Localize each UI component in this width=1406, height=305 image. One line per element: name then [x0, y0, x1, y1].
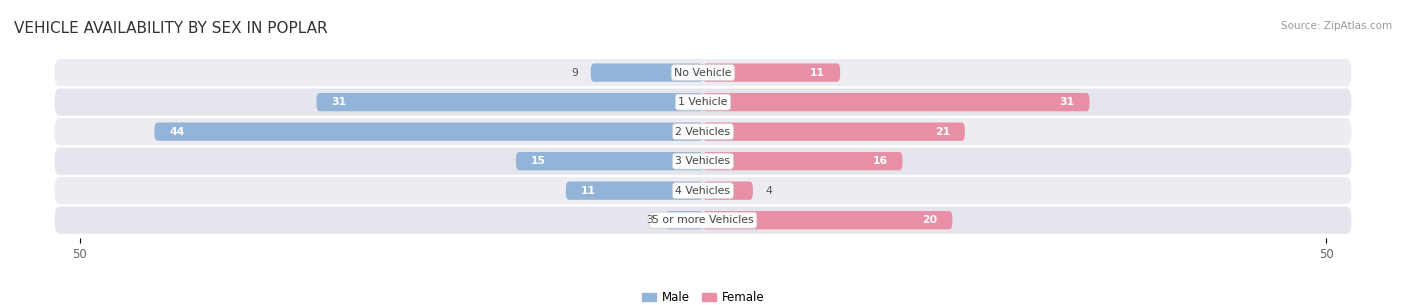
- FancyBboxPatch shape: [55, 59, 1351, 86]
- Text: No Vehicle: No Vehicle: [675, 68, 731, 77]
- Text: 31: 31: [332, 97, 346, 107]
- Text: 11: 11: [581, 186, 596, 196]
- FancyBboxPatch shape: [703, 123, 965, 141]
- FancyBboxPatch shape: [565, 181, 703, 200]
- Text: Source: ZipAtlas.com: Source: ZipAtlas.com: [1281, 21, 1392, 31]
- Text: 3: 3: [647, 215, 654, 225]
- FancyBboxPatch shape: [55, 206, 1351, 234]
- FancyBboxPatch shape: [55, 177, 1351, 204]
- Text: 9: 9: [571, 68, 578, 77]
- Text: 4: 4: [765, 186, 772, 196]
- Text: 31: 31: [1060, 97, 1074, 107]
- FancyBboxPatch shape: [316, 93, 703, 111]
- Text: VEHICLE AVAILABILITY BY SEX IN POPLAR: VEHICLE AVAILABILITY BY SEX IN POPLAR: [14, 21, 328, 36]
- Text: 21: 21: [935, 127, 950, 137]
- Text: 1 Vehicle: 1 Vehicle: [678, 97, 728, 107]
- FancyBboxPatch shape: [155, 123, 703, 141]
- Text: 4 Vehicles: 4 Vehicles: [675, 186, 731, 196]
- FancyBboxPatch shape: [55, 118, 1351, 145]
- FancyBboxPatch shape: [703, 63, 841, 82]
- FancyBboxPatch shape: [591, 63, 703, 82]
- Legend: Male, Female: Male, Female: [637, 286, 769, 305]
- Text: 2 Vehicles: 2 Vehicles: [675, 127, 731, 137]
- Text: 20: 20: [922, 215, 938, 225]
- FancyBboxPatch shape: [665, 211, 703, 229]
- Text: 5 or more Vehicles: 5 or more Vehicles: [652, 215, 754, 225]
- FancyBboxPatch shape: [703, 181, 752, 200]
- FancyBboxPatch shape: [703, 152, 903, 170]
- Text: 11: 11: [810, 68, 825, 77]
- FancyBboxPatch shape: [55, 88, 1351, 116]
- Text: 44: 44: [169, 127, 184, 137]
- Text: 3 Vehicles: 3 Vehicles: [675, 156, 731, 166]
- FancyBboxPatch shape: [55, 148, 1351, 175]
- FancyBboxPatch shape: [703, 93, 1090, 111]
- Text: 15: 15: [531, 156, 546, 166]
- FancyBboxPatch shape: [516, 152, 703, 170]
- Text: 16: 16: [872, 156, 887, 166]
- FancyBboxPatch shape: [703, 211, 952, 229]
